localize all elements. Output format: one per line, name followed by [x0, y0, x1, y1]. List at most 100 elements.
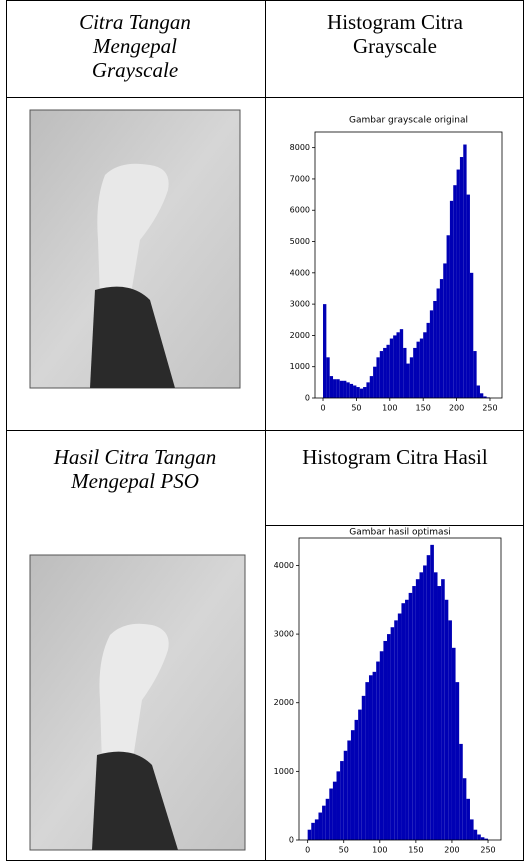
bar	[445, 600, 449, 840]
x-tick-label: 50	[339, 846, 349, 855]
bar	[344, 751, 348, 840]
bar	[393, 335, 396, 398]
y-tick-label: 6000	[290, 206, 310, 215]
bar	[437, 288, 440, 398]
bar	[438, 586, 442, 840]
y-tick-label: 3000	[274, 630, 294, 639]
bar	[473, 351, 476, 398]
bar	[315, 819, 319, 840]
bar	[346, 382, 349, 398]
bar	[405, 600, 409, 840]
bar	[456, 682, 460, 840]
bar	[409, 593, 413, 840]
x-tick-label: 150	[416, 404, 431, 413]
bar	[373, 367, 376, 398]
y-tick-label: 1000	[274, 767, 294, 776]
bar	[336, 379, 339, 398]
x-tick-label: 200	[449, 404, 464, 413]
bar	[430, 310, 433, 398]
bar	[391, 627, 395, 840]
y-tick-label: 0	[305, 394, 310, 403]
bar	[440, 279, 443, 398]
y-tick-label: 2000	[290, 331, 310, 340]
bar	[365, 682, 369, 840]
x-tick-label: 0	[305, 846, 310, 855]
bar	[463, 145, 466, 398]
figures: Gambar grayscale original010002000300040…	[0, 0, 529, 862]
bar	[356, 387, 359, 398]
bar	[330, 376, 333, 398]
bar	[311, 823, 315, 840]
bar	[362, 696, 366, 840]
bar	[326, 799, 330, 840]
bar	[400, 329, 403, 398]
bar	[477, 835, 481, 840]
y-tick-label: 0	[289, 836, 294, 845]
y-tick-label: 2000	[274, 698, 294, 707]
y-tick-label: 1000	[290, 362, 310, 371]
y-tick-label: 3000	[290, 300, 310, 309]
bar	[481, 837, 485, 840]
bar	[373, 672, 377, 840]
bar	[329, 789, 333, 840]
x-tick-label: 0	[320, 404, 325, 413]
bar	[355, 720, 359, 840]
bar	[376, 357, 379, 398]
bar	[340, 381, 343, 398]
bar	[383, 348, 386, 398]
bar	[358, 710, 362, 840]
chart-title: Gambar hasil optimasi	[349, 528, 451, 538]
bar	[322, 806, 326, 840]
bar	[380, 651, 384, 840]
bar	[453, 185, 456, 398]
bar	[427, 323, 430, 398]
bar	[350, 384, 353, 398]
x-tick-label: 250	[482, 404, 497, 413]
bar	[366, 382, 369, 398]
photo	[30, 555, 245, 850]
page: Citra Tangan Mengepal Grayscale Histogra…	[0, 0, 529, 862]
bar	[376, 662, 380, 840]
bar	[467, 195, 470, 398]
bar	[416, 579, 420, 840]
bar	[443, 263, 446, 398]
bar	[441, 579, 445, 840]
x-tick-label: 100	[372, 846, 387, 855]
bar	[480, 393, 483, 398]
bar	[427, 555, 431, 840]
bar	[430, 545, 434, 840]
bar	[463, 778, 467, 840]
bar	[410, 357, 413, 398]
bar	[466, 799, 470, 840]
bar	[412, 586, 416, 840]
bar	[340, 761, 344, 840]
bar	[380, 351, 383, 398]
bar	[457, 170, 460, 398]
bar	[326, 357, 329, 398]
bar	[470, 273, 473, 398]
bar	[333, 379, 336, 398]
bar	[477, 385, 480, 398]
bar	[423, 565, 427, 840]
y-tick-label: 7000	[290, 174, 310, 183]
x-tick-label: 100	[382, 404, 397, 413]
bar	[337, 771, 341, 840]
bar	[406, 364, 409, 398]
bar	[369, 675, 373, 840]
bar	[413, 348, 416, 398]
bar	[403, 348, 406, 398]
bar	[383, 641, 387, 840]
bar	[459, 744, 463, 840]
bar	[447, 235, 450, 398]
bar	[333, 782, 337, 840]
bar	[323, 304, 326, 398]
bar	[394, 620, 398, 840]
bar	[434, 572, 438, 840]
x-tick-label: 250	[480, 846, 495, 855]
bar	[452, 648, 456, 840]
bar	[308, 830, 312, 840]
bar	[448, 620, 452, 840]
bar	[460, 157, 463, 398]
bar	[450, 201, 453, 398]
x-tick-label: 150	[408, 846, 423, 855]
